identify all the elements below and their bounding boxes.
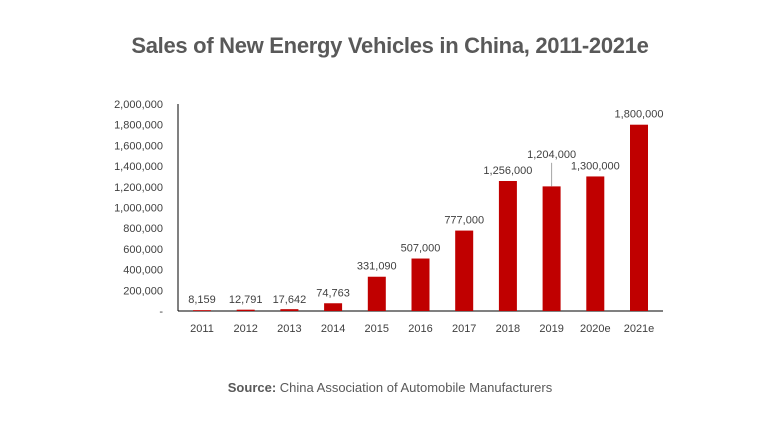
y-tick-label: 200,000 [123,285,163,297]
y-tick-label: 1,400,000 [114,161,163,173]
data-label-2018: 1,256,000 [483,165,532,177]
source-text: China Association of Automobile Manufact… [276,380,553,395]
x-tick-label: 2014 [321,323,345,335]
bar-2012 [236,309,255,311]
source-label: Source: [227,380,277,395]
x-tick-label: 2015 [365,323,389,335]
y-tick-label: 2,000,000 [114,99,163,111]
data-label-2011: 8,159 [188,294,216,306]
y-tick-label: 800,000 [123,223,163,235]
data-label-2015: 331,090 [357,261,397,273]
bar-2018 [498,181,517,311]
chart-title: Sales of New Energy Vehicles in China, 2… [131,33,649,58]
data-label-2012: 12,791 [229,294,263,306]
data-label-2017: 777,000 [444,215,484,227]
y-tick-label: 600,000 [123,244,163,256]
y-tick-label: 400,000 [123,265,163,277]
data-label-2013: 17,642 [273,294,307,306]
y-tick-label: 1,200,000 [114,182,163,194]
data-label-2019: 1,204,000 [527,149,576,161]
x-tick-label: 2013 [277,323,301,335]
data-label-2016: 507,000 [401,243,441,255]
bar-2011 [193,310,211,311]
x-tick-label: 2016 [408,323,432,335]
data-label-2021e: 1,800,000 [615,109,664,121]
y-tick-label: 1,000,000 [114,203,163,215]
data-label-2020e: 1,300,000 [571,160,620,172]
y-tick-label: - [159,306,163,318]
bar-2020e [586,176,605,311]
bar-2019 [542,186,561,311]
x-tick-label: 2019 [539,323,563,335]
bar-2017 [455,230,474,311]
x-tick-label: 2020e [580,323,611,335]
bar-2016 [411,258,430,311]
bar-2015 [367,276,386,311]
x-tick-label: 2017 [452,323,476,335]
y-tick-label: 1,800,000 [114,120,163,132]
x-tick-label: 2018 [496,323,520,335]
x-tick-label: 2011 [190,323,214,335]
bar-2014 [324,303,343,311]
y-tick-label: 1,600,000 [114,140,163,152]
source-note: Source: China Association of Automobile … [0,380,780,395]
x-tick-label: 2021e [624,323,655,335]
bar-2021e [630,124,648,311]
data-label-2014: 74,763 [316,287,350,299]
x-tick-label: 2012 [233,323,257,335]
bar-2013 [280,309,299,311]
